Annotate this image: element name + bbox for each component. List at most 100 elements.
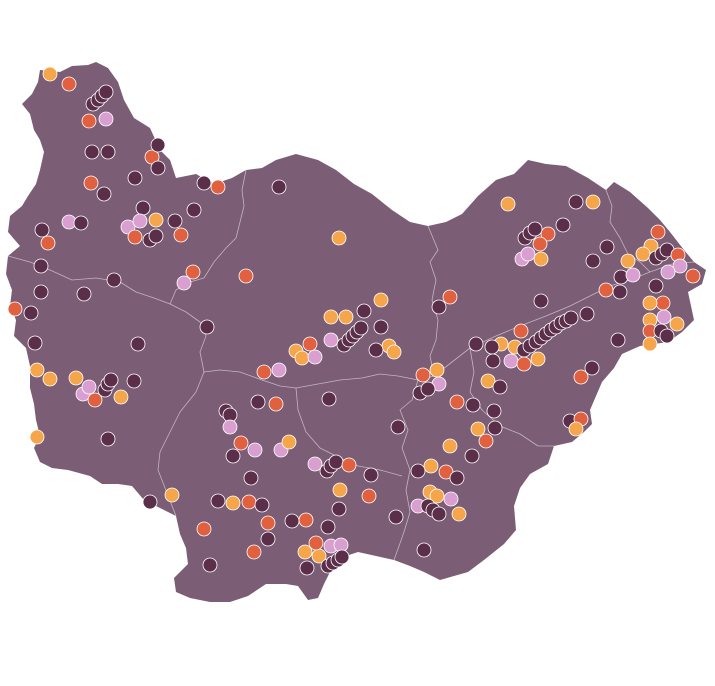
map-marker-orange[interactable] xyxy=(331,230,347,246)
map-marker-pink[interactable] xyxy=(271,362,287,378)
map-marker-dark[interactable] xyxy=(356,303,372,319)
map-marker-dark[interactable] xyxy=(254,497,270,513)
map-marker-red[interactable] xyxy=(173,227,189,243)
map-marker-dark[interactable] xyxy=(648,278,664,294)
map-marker-dark[interactable] xyxy=(33,258,49,274)
map-marker-red[interactable] xyxy=(516,356,532,372)
map-marker-red[interactable] xyxy=(268,396,284,412)
map-marker-red[interactable] xyxy=(81,113,97,129)
map-marker-dark[interactable] xyxy=(579,306,595,322)
map-marker-dark[interactable] xyxy=(563,310,579,326)
map-marker-red[interactable] xyxy=(127,229,143,245)
map-marker-dark[interactable] xyxy=(368,342,384,358)
map-marker-dark[interactable] xyxy=(299,560,315,576)
map-marker-dark[interactable] xyxy=(148,228,164,244)
map-marker-dark[interactable] xyxy=(568,194,584,210)
map-marker-dark[interactable] xyxy=(103,372,119,388)
map-marker-red[interactable] xyxy=(308,535,324,551)
map-marker-dark[interactable] xyxy=(142,494,158,510)
map-marker-dark[interactable] xyxy=(126,373,142,389)
map-marker-orange[interactable] xyxy=(225,495,241,511)
map-marker-dark[interactable] xyxy=(23,305,39,321)
map-marker-dark[interactable] xyxy=(599,239,615,255)
map-marker-dark[interactable] xyxy=(150,137,166,153)
map-marker-orange[interactable] xyxy=(373,292,389,308)
map-marker-dark[interactable] xyxy=(27,335,43,351)
map-marker-red[interactable] xyxy=(598,282,614,298)
map-marker-dark[interactable] xyxy=(33,284,49,300)
map-marker-dark[interactable] xyxy=(84,144,100,160)
map-marker-orange[interactable] xyxy=(635,246,651,262)
map-marker-orange[interactable] xyxy=(42,371,58,387)
map-marker-dark[interactable] xyxy=(210,493,226,509)
map-marker-orange[interactable] xyxy=(585,194,601,210)
map-marker-dark[interactable] xyxy=(334,549,350,565)
map-marker-dark[interactable] xyxy=(331,501,347,517)
map-marker-red[interactable] xyxy=(685,268,701,284)
map-marker-dark[interactable] xyxy=(243,470,259,486)
map-marker-red[interactable] xyxy=(260,515,276,531)
map-marker-red[interactable] xyxy=(233,435,249,451)
map-marker-pink[interactable] xyxy=(307,349,323,365)
map-marker-pink[interactable] xyxy=(625,267,641,283)
map-marker-dark[interactable] xyxy=(186,202,202,218)
map-marker-orange[interactable] xyxy=(164,487,180,503)
map-marker-red[interactable] xyxy=(241,494,257,510)
map-marker-orange[interactable] xyxy=(429,362,445,378)
map-marker-dark[interactable] xyxy=(150,160,166,176)
map-marker-orange[interactable] xyxy=(297,544,313,560)
map-marker-dark[interactable] xyxy=(353,320,369,336)
map-marker-dark[interactable] xyxy=(486,403,502,419)
map-marker-orange[interactable] xyxy=(386,344,402,360)
map-marker-red[interactable] xyxy=(238,268,254,284)
map-marker-red[interactable] xyxy=(210,179,226,195)
map-marker-dark[interactable] xyxy=(328,454,344,470)
map-marker-orange[interactable] xyxy=(533,251,549,267)
map-marker-dark[interactable] xyxy=(610,332,626,348)
map-marker-dark[interactable] xyxy=(527,221,543,237)
map-marker-dark[interactable] xyxy=(100,431,116,447)
map-marker-dark[interactable] xyxy=(260,531,276,547)
map-marker-dark[interactable] xyxy=(100,144,116,160)
map-marker-dark[interactable] xyxy=(612,284,628,300)
map-marker-pink[interactable] xyxy=(656,309,672,325)
map-marker-dark[interactable] xyxy=(271,179,287,195)
map-marker-dark[interactable] xyxy=(484,339,500,355)
map-marker-red[interactable] xyxy=(246,544,262,560)
map-marker-dark[interactable] xyxy=(363,467,379,483)
map-marker-red[interactable] xyxy=(442,289,458,305)
map-marker-orange[interactable] xyxy=(338,309,354,325)
map-marker-dark[interactable] xyxy=(585,253,601,269)
map-marker-orange[interactable] xyxy=(68,370,84,386)
map-marker-dark[interactable] xyxy=(485,353,501,369)
map-marker-dark[interactable] xyxy=(225,448,241,464)
map-marker-dark[interactable] xyxy=(420,381,436,397)
map-marker-orange[interactable] xyxy=(281,434,297,450)
map-marker-red[interactable] xyxy=(185,264,201,280)
map-marker-red[interactable] xyxy=(83,175,99,191)
map-marker-red[interactable] xyxy=(256,364,272,380)
map-marker-dark[interactable] xyxy=(320,519,336,535)
map-marker-red[interactable] xyxy=(415,367,431,383)
map-marker-dark[interactable] xyxy=(202,557,218,573)
map-marker-pink[interactable] xyxy=(176,275,192,291)
map-marker-dark[interactable] xyxy=(106,272,122,288)
map-marker-dark[interactable] xyxy=(167,213,183,229)
map-marker-pink[interactable] xyxy=(132,213,148,229)
map-marker-orange[interactable] xyxy=(669,316,685,332)
map-marker-orange[interactable] xyxy=(423,458,439,474)
map-marker-dark[interactable] xyxy=(34,222,50,238)
map-marker-dark[interactable] xyxy=(73,215,89,231)
map-marker-orange[interactable] xyxy=(113,389,129,405)
map-marker-dark[interactable] xyxy=(130,336,146,352)
map-marker-pink[interactable] xyxy=(307,456,323,472)
map-marker-orange[interactable] xyxy=(29,362,45,378)
map-marker-pink[interactable] xyxy=(660,264,676,280)
map-marker-orange[interactable] xyxy=(332,482,348,498)
map-marker-dark[interactable] xyxy=(373,319,389,335)
map-marker-orange[interactable] xyxy=(642,336,658,352)
map-marker-red[interactable] xyxy=(573,369,589,385)
map-marker-red[interactable] xyxy=(7,301,23,317)
map-marker-orange[interactable] xyxy=(530,351,546,367)
map-marker-dark[interactable] xyxy=(410,463,426,479)
